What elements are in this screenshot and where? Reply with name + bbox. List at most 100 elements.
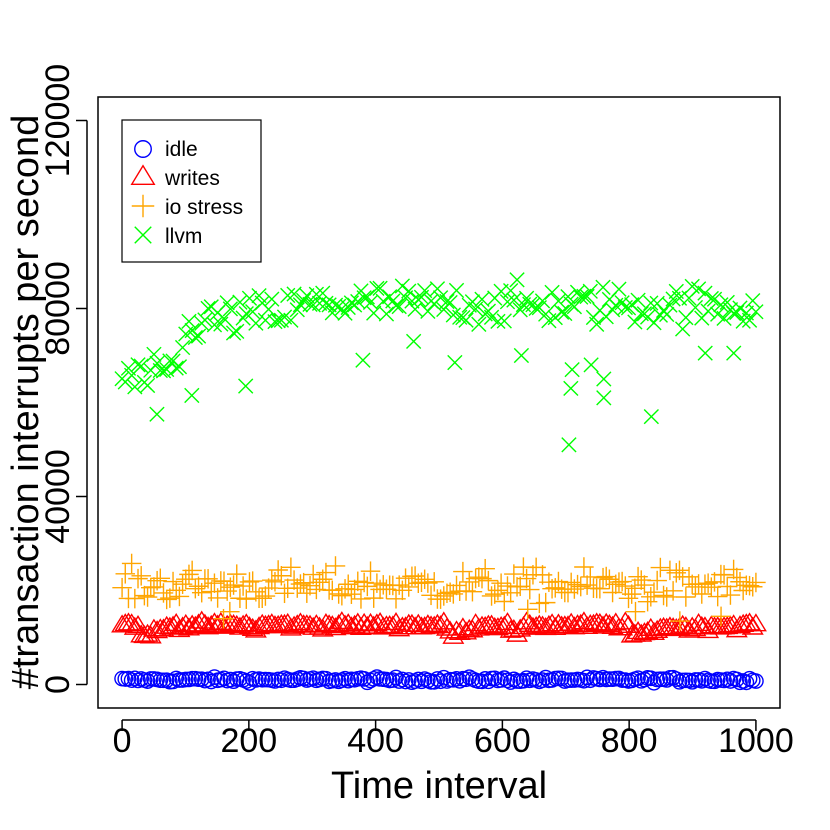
data-point [711,606,731,627]
data-point [590,578,610,599]
data-point [714,565,734,585]
data-point [598,613,621,633]
data-point [410,671,427,688]
data-point [123,672,140,689]
data-point [589,316,605,332]
data-point [384,672,401,688]
data-point [343,614,366,633]
data-point [576,288,592,304]
data-point [716,310,732,327]
data-point [646,619,669,638]
legend-marker-llvm [134,226,152,244]
data-point [222,671,239,688]
data-point [647,570,667,591]
data-point [267,614,290,633]
data-point [738,674,755,691]
data-point [614,295,630,311]
data-point [707,586,728,607]
data-point [728,615,751,634]
data-point [187,329,203,346]
data-point [643,295,659,311]
data-point [670,611,690,631]
data-point [474,673,490,690]
data-point [746,572,766,593]
data-point [219,613,242,632]
data-point [236,589,257,609]
data-point [273,672,290,689]
data-point [146,346,162,362]
data-point [727,567,747,588]
data-point [458,671,474,688]
data-point [744,613,767,632]
data-point [684,278,700,295]
legend-label-idle: idle [165,138,198,161]
x-tick-label: 600 [474,722,531,760]
data-point [544,616,567,636]
data-point [582,613,605,632]
data-point [174,613,197,632]
data-point [181,614,204,633]
data-point [499,672,516,689]
data-point [388,298,404,314]
data-point [547,613,570,632]
data-point [156,589,177,610]
data-point [235,310,251,326]
y-tick-label: 120000 [39,64,77,177]
data-point [407,301,423,317]
data-point [614,611,637,630]
data-point [225,673,242,690]
data-point [668,617,691,636]
data-point [417,282,433,299]
data-point [703,290,719,307]
series-idle [114,669,764,691]
data-point [220,577,241,597]
data-point [636,671,653,688]
data-point [591,671,608,688]
data-point [627,314,643,330]
data-point [398,577,419,597]
data-point [146,620,169,639]
data-point [563,380,579,397]
data-point [574,557,594,577]
data-point [596,371,612,387]
data-point [220,601,240,622]
data-point [147,570,167,591]
data-point [378,306,395,322]
data-point [283,615,306,634]
data-point [172,574,193,594]
y-tick-label: 80000 [39,261,77,356]
data-point [406,333,422,350]
data-point [242,571,263,591]
data-point [112,577,132,598]
data-point [650,557,671,578]
data-point [535,592,556,613]
data-point [506,292,522,308]
data-point [264,291,280,307]
data-point [171,359,188,375]
legend-marker-io-stress [131,194,155,218]
data-point [564,361,580,378]
data-point [357,576,378,597]
data-point [169,586,190,607]
data-point [748,304,764,320]
data-point [447,354,463,371]
series-llvm [114,272,764,453]
data-point [582,672,599,689]
data-point [365,613,388,632]
data-point [184,615,207,634]
data-point [206,317,223,333]
data-point [612,571,632,592]
data-point [499,294,516,310]
data-point [200,300,216,317]
data-point [741,670,758,687]
data-point [232,614,255,633]
data-point [181,313,197,330]
data-point [503,282,519,299]
data-point [366,305,382,321]
data-point [706,673,723,690]
legend: idle writes io stress llvm [121,119,262,263]
data-point [163,571,183,592]
data-point [579,288,595,305]
data-point [283,312,299,328]
data-point [268,560,288,580]
